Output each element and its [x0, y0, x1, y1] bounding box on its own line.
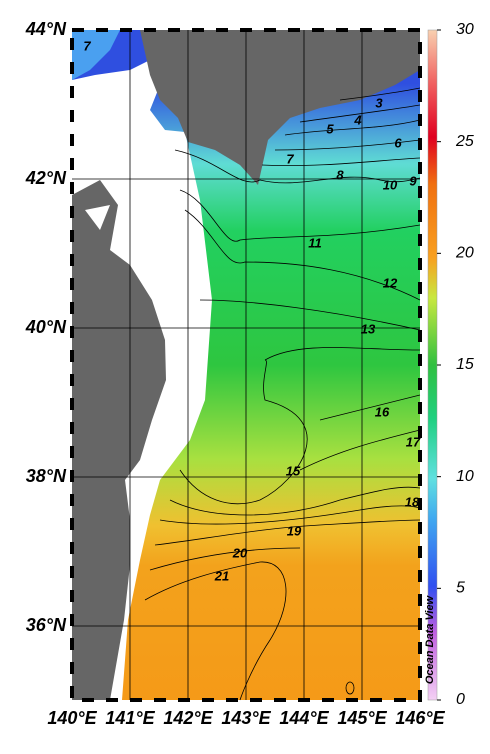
lat-label: 42°N: [25, 168, 67, 188]
contour-label: 20: [232, 545, 248, 560]
lon-label: 145°E: [337, 708, 387, 728]
map: [70, 28, 422, 702]
lat-label: 40°N: [25, 317, 67, 337]
contour-label: 6: [394, 135, 402, 150]
contour-label: 16: [375, 404, 390, 419]
lon-label: 146°E: [395, 708, 445, 728]
contours: [144, 87, 421, 701]
contour-label: 18: [405, 494, 420, 509]
lon-label: 144°E: [279, 708, 329, 728]
lon-label: 140°E: [47, 708, 97, 728]
lat-label: 44°N: [25, 19, 67, 39]
contour-label: 7: [286, 151, 294, 166]
lat-label: 36°N: [26, 615, 67, 635]
watermark: Ocean Data View: [424, 594, 436, 684]
contour-label: 8: [336, 167, 344, 182]
colorbar-tick-label: 20: [455, 245, 474, 262]
contour-label: 7: [83, 38, 91, 53]
frame: [70, 28, 422, 702]
lon-label: 141°E: [105, 708, 155, 728]
contour-label: 19: [287, 523, 302, 538]
contour-label: 12: [383, 275, 398, 290]
colorbar-tick-label: 25: [455, 133, 474, 150]
contour-label: 15: [286, 463, 301, 478]
sea-patch: [72, 30, 120, 80]
contour-label: 21: [214, 568, 229, 583]
colorbar-tick-label: 5: [456, 580, 465, 597]
colorbar-tick-label: 30: [456, 21, 474, 38]
graticule: [72, 30, 420, 700]
colorbar-tick-label: 10: [456, 468, 474, 485]
contour-label: 5: [326, 121, 334, 136]
lon-label: 143°E: [221, 708, 271, 728]
lon-label: 142°E: [163, 708, 213, 728]
contour-label: 10: [383, 177, 398, 192]
colorbar-tick-label: 15: [456, 356, 474, 373]
land: [72, 180, 166, 700]
contour-label: 9: [409, 173, 417, 188]
contour-label: 3: [375, 95, 383, 110]
contour-label: 11: [308, 235, 322, 250]
colorbar-tick-label: 0: [456, 691, 465, 708]
contour-label: 13: [361, 321, 376, 336]
lat-label: 38°N: [26, 466, 67, 486]
land: [140, 30, 420, 185]
contour-label: 4: [353, 112, 362, 127]
contour-label: 17: [406, 434, 421, 449]
